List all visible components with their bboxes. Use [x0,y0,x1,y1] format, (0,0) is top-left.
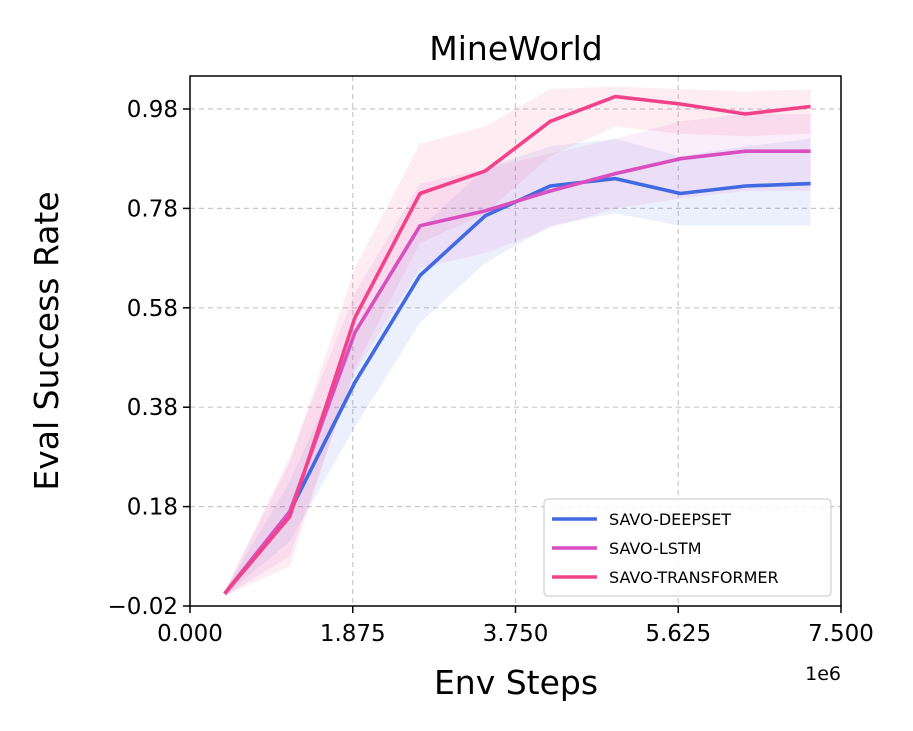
legend-box [543,498,832,597]
legend-label-savo-deepset: SAVO-DEEPSET [609,510,731,529]
x-axis-title: Env Steps [434,663,598,702]
y-tick-label: 0.58 [127,296,178,322]
x-tick-label: 5.625 [645,621,711,647]
y-tick-label: −0.02 [108,594,178,620]
x-tick-label: 7.500 [808,621,874,647]
x-tick-label: 1.875 [320,621,386,647]
y-tick-label: 0.98 [127,97,178,123]
line-savo-transformer [223,94,811,595]
x-offset-label: 1e6 [805,663,841,685]
axis-ticks: 0.000 1.875 3.750 5.625 7.500 −0.02 0.18 0.38 0.… [108,97,874,647]
legend-label-savo-transformer: SAVO-TRANSFORMER [609,568,779,587]
y-tick-label: 0.18 [127,495,178,521]
grid-lines [190,76,841,606]
y-tick-label: 0.78 [127,196,178,222]
legend: SAVO-DEEPSET SAVO-LSTM SAVO-TRANSFORMER [543,498,832,597]
y-axis-title: Eval Success Rate [27,191,66,490]
y-tick-label: 0.38 [127,395,178,421]
x-tick-label: 3.750 [483,621,549,647]
chart-title: MineWorld [429,29,602,68]
series-lines [223,94,811,595]
band-savo-transformer [224,86,811,597]
x-tick-label: 0.000 [157,621,223,647]
legend-label-savo-lstm: SAVO-LSTM [609,539,702,558]
